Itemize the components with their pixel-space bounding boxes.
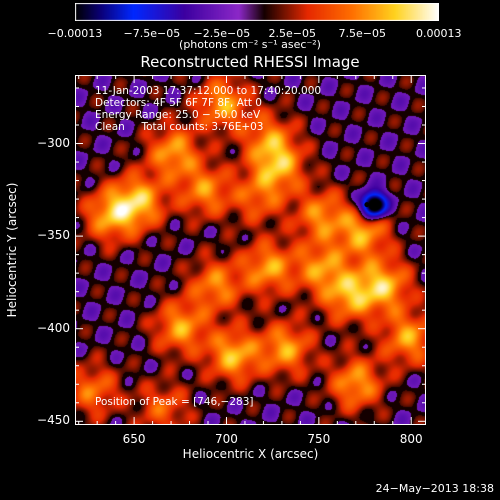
timestamp: 24−May−2013 18:38 <box>375 482 494 495</box>
colorbar-tick-label: 7.5e−05 <box>338 27 386 40</box>
x-tick-label: 650 <box>122 432 146 446</box>
y-tick-label: −350 <box>37 228 70 243</box>
x-axis-label: Heliocentric X (arcsec) <box>182 447 319 461</box>
colorbar-gradient <box>75 3 439 21</box>
colorbar-tick-label: 2.5e−05 <box>268 27 316 40</box>
annotation-energy: Energy Range: 25.0 − 50.0 keV <box>95 109 261 121</box>
x-tick-label: 750 <box>307 432 331 446</box>
chart-title: Reconstructed RHESSI Image <box>140 53 360 71</box>
annotation-detectors: Detectors: 4F 5F 6F 7F 8F, Att 0 <box>95 97 262 109</box>
y-tick-label: −450 <box>37 413 70 428</box>
heatmap-image <box>75 75 426 425</box>
colorbar-tick-label: 0.00013 <box>416 27 462 40</box>
plot-axes <box>75 75 426 425</box>
peak-marker <box>364 202 370 208</box>
peak-position-label: Position of Peak = [746,−283] <box>95 396 254 408</box>
colorbar <box>75 3 439 21</box>
y-tick-label: −400 <box>37 320 70 335</box>
annotation-counts: Clean Total counts: 3.76E+03 <box>95 121 264 133</box>
colorbar-tick-label: −7.5e−05 <box>123 27 181 40</box>
colorbar-tick-label: −0.00013 <box>47 27 103 40</box>
y-axis-label: Heliocentric Y (arcsec) <box>5 182 19 318</box>
annotation-time: 11-Jan-2003 17:37:12.000 to 17:40:20.000 <box>95 85 322 97</box>
plot-frame <box>75 75 426 425</box>
x-tick-label: 800 <box>399 432 423 446</box>
y-tick-label: −300 <box>37 135 70 150</box>
x-tick-label: 700 <box>215 432 238 446</box>
plot-area: 11-Jan-2003 17:37:12.000 to 17:40:20.000… <box>75 75 426 425</box>
colorbar-unit: (photons cm⁻² s⁻¹ asec⁻²) <box>179 38 321 51</box>
colorbar-tick-label: −2.5e−05 <box>193 27 251 40</box>
